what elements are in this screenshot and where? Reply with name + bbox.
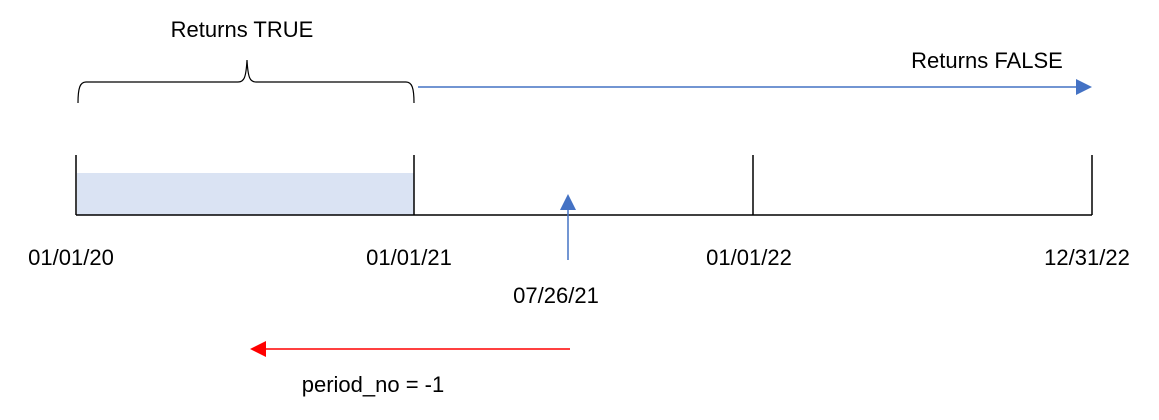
- date-label: 01/01/21: [366, 245, 452, 270]
- true-period-shade: [77, 173, 414, 215]
- date-label: 01/01/20: [28, 245, 114, 270]
- marker-date-label: 07/26/21: [513, 283, 599, 308]
- period-label: period_no = -1: [302, 372, 445, 397]
- brace: [77, 59, 415, 104]
- returns-false-label: Returns FALSE: [911, 48, 1063, 73]
- returns-true-label: Returns TRUE: [171, 17, 314, 42]
- date-label: 01/01/22: [706, 245, 792, 270]
- date-label: 12/31/22: [1044, 245, 1130, 270]
